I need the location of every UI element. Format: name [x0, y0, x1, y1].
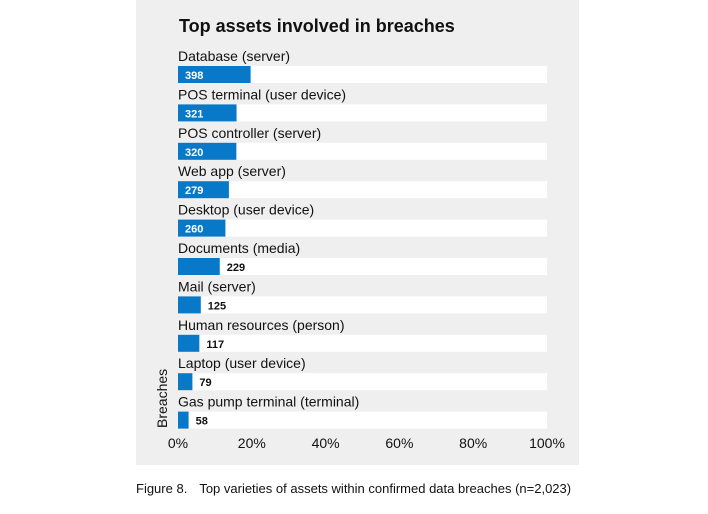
- x-tick-label: 100%: [529, 435, 565, 451]
- category-label: Human resources (person): [178, 317, 345, 333]
- data-label: 321: [185, 108, 203, 120]
- bar: [178, 219, 226, 237]
- bar-track: [178, 373, 547, 391]
- category-label: Desktop (user device): [178, 202, 314, 218]
- data-label: 117: [206, 339, 224, 351]
- bar: [178, 104, 237, 122]
- category-label: Laptop (user device): [178, 355, 306, 371]
- data-label: 320: [185, 147, 203, 159]
- bar: [178, 373, 193, 391]
- category-label: Documents (media): [178, 240, 300, 256]
- bar-track: [178, 104, 547, 122]
- caption-text: Top varieties of assets within confirmed…: [199, 481, 572, 496]
- data-label: 79: [199, 377, 211, 389]
- category-label: Mail (server): [178, 278, 256, 294]
- x-tick-label: 40%: [312, 435, 340, 451]
- category-label: POS controller (server): [178, 125, 321, 141]
- bar-track: [178, 296, 547, 314]
- category-label: Database (server): [178, 48, 290, 64]
- figure-caption: Figure 8. Top varieties of assets within …: [136, 481, 576, 497]
- bar-chart: Breaches Database (server) 398 POS termina…: [154, 48, 565, 451]
- bar-track: [178, 66, 547, 83]
- bar: [178, 181, 229, 199]
- bar: [178, 296, 201, 314]
- bar-track: [178, 258, 547, 275]
- data-label: 260: [185, 224, 203, 236]
- category-label: POS terminal (user device): [178, 86, 346, 102]
- chart-title: Top assets involved in breaches: [179, 16, 455, 36]
- data-label: 125: [208, 300, 226, 312]
- bar-track: [178, 334, 547, 352]
- bar-track: [178, 411, 547, 429]
- category-label: Web app (server): [178, 163, 286, 179]
- figure-number: Figure 8.: [136, 481, 188, 496]
- bar: [178, 66, 251, 83]
- data-label: 398: [185, 70, 203, 82]
- bar: [178, 258, 220, 275]
- category-label: Gas pump terminal (terminal): [178, 394, 359, 410]
- bar: [178, 334, 200, 352]
- x-tick-label: 80%: [459, 435, 487, 451]
- data-label: 229: [227, 262, 245, 274]
- bar: [178, 142, 237, 160]
- chart-panel: Top assets involved in breaches Breaches…: [136, 0, 579, 465]
- bar: [178, 411, 189, 429]
- data-label: 58: [196, 416, 208, 428]
- x-tick-label: 20%: [238, 435, 266, 451]
- data-label: 279: [185, 185, 203, 197]
- bar-track: [178, 142, 547, 160]
- x-tick-label: 60%: [385, 435, 413, 451]
- y-axis-label: Breaches: [154, 369, 170, 428]
- bar-track: [178, 181, 547, 199]
- x-tick-label: 0%: [168, 435, 188, 451]
- bar-track: [178, 219, 547, 237]
